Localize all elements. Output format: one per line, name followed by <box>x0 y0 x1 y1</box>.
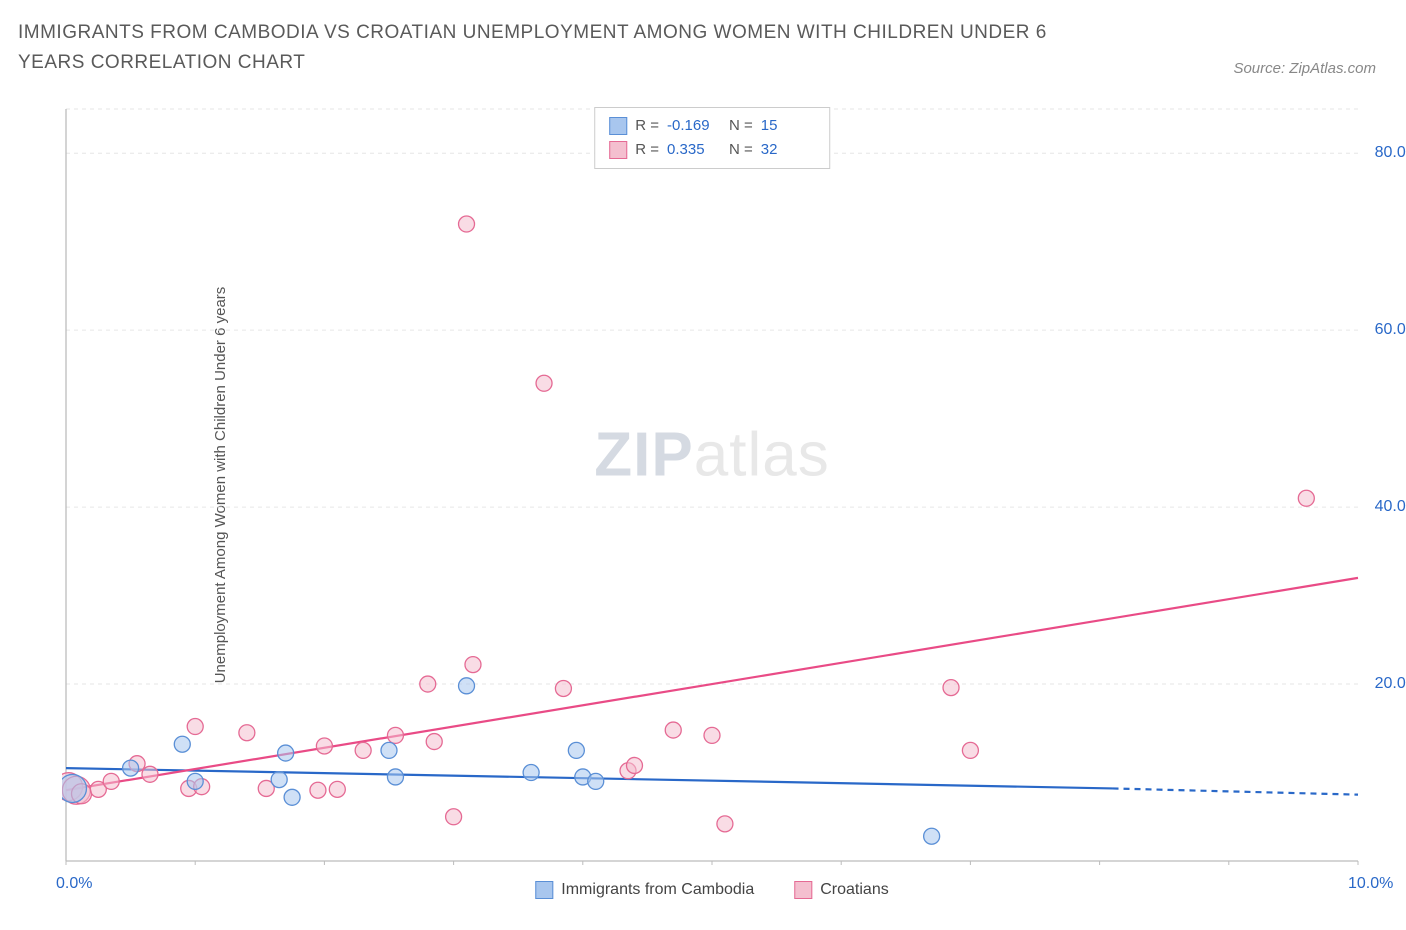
chart-title: IMMIGRANTS FROM CAMBODIA VS CROATIAN UNE… <box>18 18 1118 79</box>
x-tick-label: 0.0% <box>56 875 92 893</box>
x-tick-label: 10.0% <box>1348 875 1393 893</box>
r-label: R = <box>635 138 659 162</box>
y-tick-label: 80.0% <box>1375 144 1406 162</box>
y-tick-label: 60.0% <box>1375 321 1406 339</box>
legend-bottom: Immigrants from Cambodia Croatians <box>535 881 888 899</box>
legend-label-croatians: Croatians <box>820 881 888 899</box>
scatter-plot <box>62 105 1362 865</box>
chart-area: Unemployment Among Women with Children U… <box>62 105 1362 865</box>
n-label: N = <box>729 138 753 162</box>
y-tick-label: 40.0% <box>1375 498 1406 516</box>
source-attribution: Source: ZipAtlas.com <box>1233 60 1376 77</box>
n-label: N = <box>729 114 753 138</box>
legend-swatch-croatians <box>609 141 627 159</box>
n-value-croatians: 32 <box>761 138 815 162</box>
legend-row-cambodia: R = -0.169 N = 15 <box>609 114 815 138</box>
legend-row-croatians: R = 0.335 N = 32 <box>609 138 815 162</box>
legend-swatch-cambodia <box>535 881 553 899</box>
legend-item-cambodia: Immigrants from Cambodia <box>535 881 754 899</box>
r-label: R = <box>635 114 659 138</box>
legend-swatch-croatians <box>794 881 812 899</box>
legend-label-cambodia: Immigrants from Cambodia <box>561 881 754 899</box>
legend-item-croatians: Croatians <box>794 881 888 899</box>
r-value-cambodia: -0.169 <box>667 114 721 138</box>
n-value-cambodia: 15 <box>761 114 815 138</box>
y-tick-label: 20.0% <box>1375 675 1406 693</box>
legend-correlation-box: R = -0.169 N = 15 R = 0.335 N = 32 <box>594 107 830 169</box>
r-value-croatians: 0.335 <box>667 138 721 162</box>
legend-swatch-cambodia <box>609 117 627 135</box>
